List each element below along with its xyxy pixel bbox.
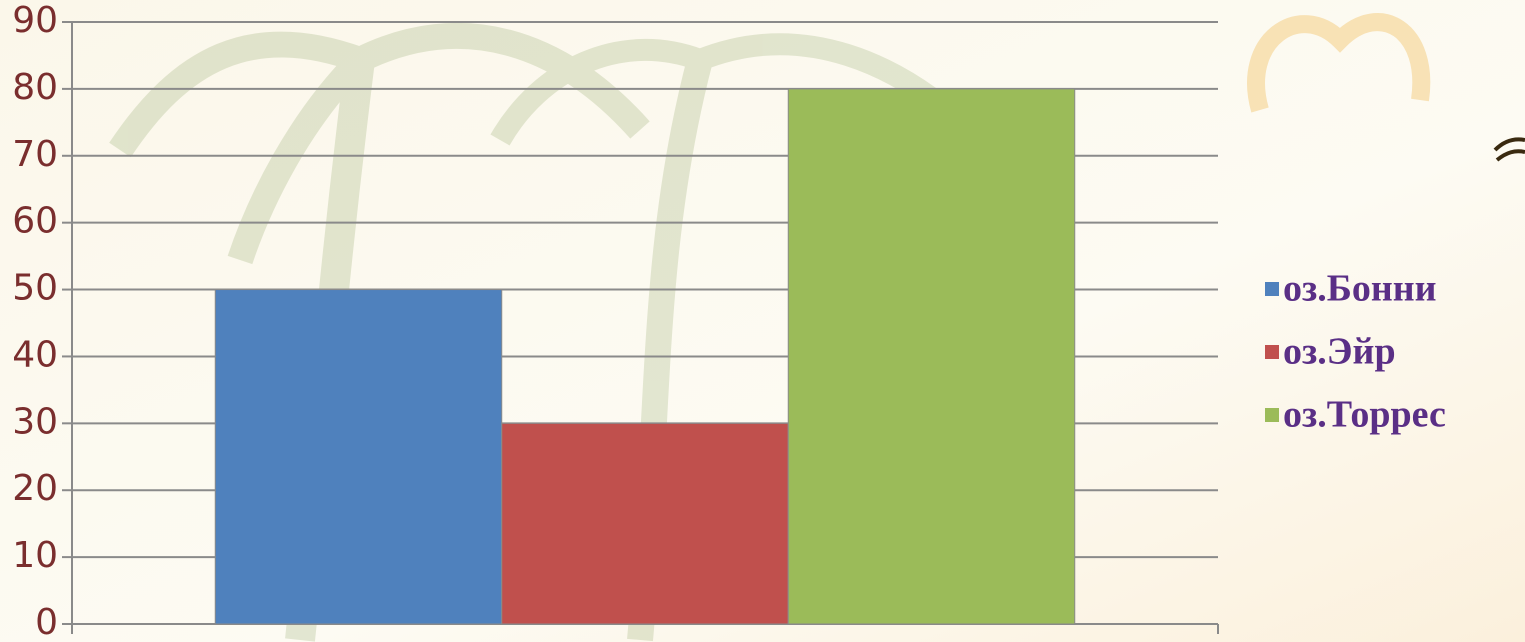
bar xyxy=(788,89,1075,624)
chart: 0 10 20 30 40 50 60 70 80 90 оз.Бонни оз.Эйр оз.Торр… xyxy=(0,0,1525,642)
legend-swatch xyxy=(1265,345,1279,359)
legend-label: оз.Торрес xyxy=(1283,394,1446,436)
y-tick-label: 30 xyxy=(12,401,58,442)
y-tick-label: 80 xyxy=(12,67,58,108)
legend-label: оз.Бонни xyxy=(1283,268,1437,310)
legend-swatch xyxy=(1265,408,1279,422)
y-tick-label: 10 xyxy=(12,535,58,576)
bar xyxy=(502,423,789,624)
y-tick-label: 60 xyxy=(12,201,58,242)
legend-swatch xyxy=(1265,282,1279,296)
y-tick-label: 40 xyxy=(12,334,58,375)
bar xyxy=(215,290,502,624)
y-tick-label: 0 xyxy=(35,602,58,642)
legend-label: оз.Эйр xyxy=(1283,331,1396,373)
y-tick-label: 20 xyxy=(12,468,58,509)
y-tick-label: 90 xyxy=(12,0,58,41)
y-tick-label: 50 xyxy=(12,268,58,309)
y-tick-label: 70 xyxy=(12,134,58,175)
